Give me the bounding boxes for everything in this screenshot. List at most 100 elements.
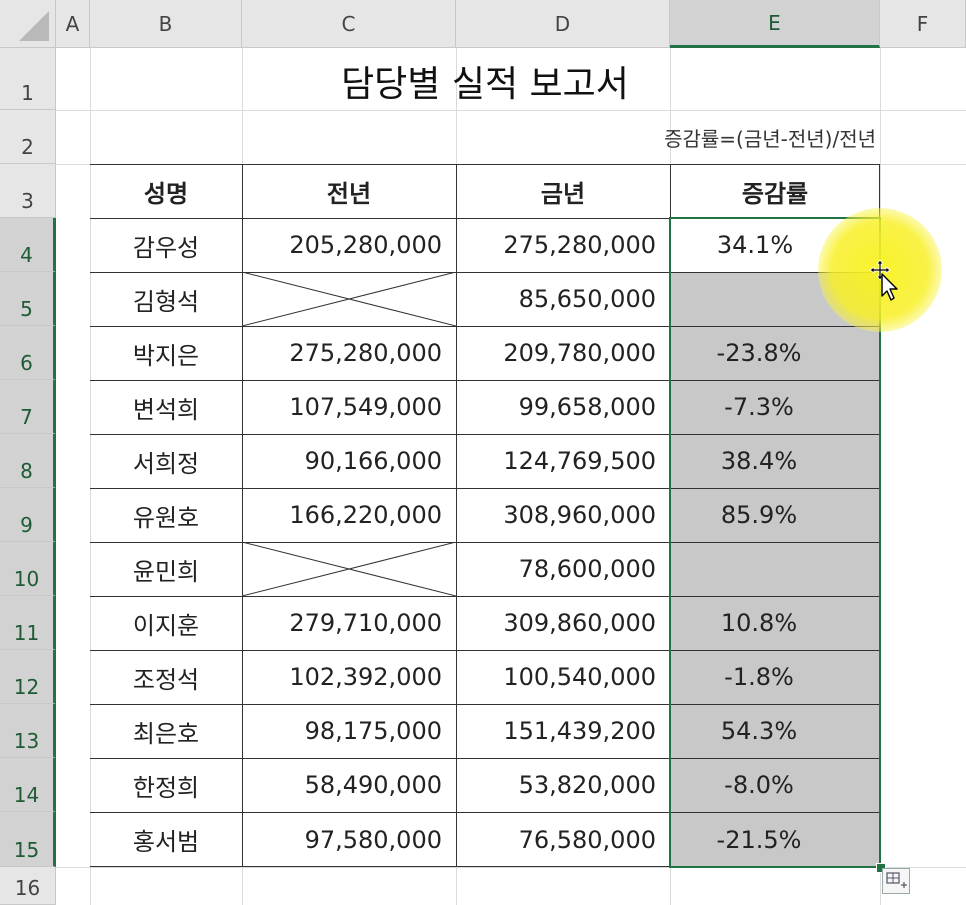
- diagonal-cross-c5: [242, 272, 456, 326]
- rate-cell[interactable]: 38.4%: [720, 447, 798, 475]
- rate-cell[interactable]: 10.8%: [720, 609, 798, 637]
- header-name[interactable]: 성명: [143, 179, 189, 208]
- row-header-13[interactable]: 13: [0, 704, 56, 758]
- row-header-1[interactable]: 1: [0, 48, 56, 110]
- rate-cell[interactable]: -23.8%: [716, 339, 802, 367]
- table-border: [90, 380, 880, 381]
- name-cell[interactable]: 감우성: [132, 233, 200, 262]
- prev-cell[interactable]: 98,175,000: [304, 717, 442, 745]
- row-header-12[interactable]: 12: [0, 650, 56, 704]
- name-cell[interactable]: 서희정: [132, 449, 200, 478]
- selection-fill: [670, 272, 880, 867]
- header-rate[interactable]: 증감률: [741, 179, 809, 208]
- rate-cell[interactable]: -8.0%: [724, 771, 794, 799]
- prev-cell[interactable]: 166,220,000: [289, 501, 442, 529]
- rate-cell[interactable]: 85.9%: [720, 501, 798, 529]
- prev-cell[interactable]: 97,580,000: [304, 825, 442, 854]
- gridline: [90, 48, 91, 905]
- diagonal-cross-c10: [242, 542, 456, 596]
- column-header-f[interactable]: F: [880, 0, 966, 48]
- curr-cell[interactable]: 209,780,000: [503, 339, 656, 367]
- row-header-2[interactable]: 2: [0, 110, 56, 164]
- selection-border[interactable]: [669, 217, 881, 868]
- table-border: [90, 704, 880, 705]
- row-header-3[interactable]: 3: [0, 164, 56, 218]
- curr-cell[interactable]: 99,658,000: [518, 393, 656, 421]
- quick-analysis-icon: [886, 872, 907, 888]
- select-all-button[interactable]: [0, 0, 56, 48]
- rate-cell-active[interactable]: 34.1%: [716, 231, 794, 259]
- prev-cell[interactable]: 275,280,000: [289, 339, 442, 367]
- table-border: [90, 758, 880, 759]
- curr-cell[interactable]: 124,769,500: [503, 447, 656, 475]
- table-border: [90, 434, 880, 435]
- name-cell[interactable]: 변석희: [132, 395, 200, 424]
- table-border: [242, 164, 243, 867]
- row-header-10[interactable]: 10: [0, 542, 56, 596]
- column-header-a[interactable]: A: [56, 0, 90, 48]
- table-border: [90, 272, 880, 273]
- table-border: [90, 866, 880, 867]
- name-cell[interactable]: 김형석: [132, 287, 200, 316]
- table-border: [90, 488, 880, 489]
- table-border: [90, 542, 880, 543]
- row-header-8[interactable]: 8: [0, 434, 56, 488]
- prev-cell[interactable]: 205,280,000: [289, 231, 442, 259]
- rate-cell[interactable]: 54.3%: [720, 717, 798, 745]
- select-all-icon: [19, 11, 49, 41]
- curr-cell[interactable]: 85,650,000: [518, 285, 656, 313]
- curr-cell[interactable]: 151,439,200: [503, 717, 656, 745]
- rate-cell[interactable]: -1.8%: [724, 663, 794, 691]
- row-header-4[interactable]: 4: [0, 218, 56, 272]
- curr-cell[interactable]: 309,860,000: [503, 609, 656, 637]
- curr-cell[interactable]: 100,540,000: [503, 663, 656, 691]
- prev-cell[interactable]: 90,166,000: [304, 447, 442, 475]
- prev-cell[interactable]: [242, 542, 456, 596]
- prev-cell[interactable]: 279,710,000: [289, 609, 442, 637]
- name-cell[interactable]: 조정석: [132, 665, 200, 694]
- table-border: [90, 218, 880, 219]
- name-cell[interactable]: 한정희: [132, 773, 200, 802]
- row-header-6[interactable]: 6: [0, 326, 56, 380]
- table-border: [90, 812, 880, 813]
- column-header-d[interactable]: D: [456, 0, 670, 48]
- table-border: [456, 164, 457, 867]
- table-border: [90, 326, 880, 327]
- name-cell[interactable]: 최은호: [132, 719, 200, 748]
- curr-cell[interactable]: 308,960,000: [503, 501, 656, 529]
- header-prev[interactable]: 전년: [326, 179, 372, 208]
- row-header-16[interactable]: 16: [0, 867, 56, 905]
- curr-cell[interactable]: 78,600,000: [518, 555, 656, 583]
- prev-cell[interactable]: 58,490,000: [304, 771, 442, 799]
- name-cell[interactable]: 박지은: [132, 341, 200, 370]
- formula-note[interactable]: 증감률=(금년-전년)/전년: [664, 126, 876, 151]
- row-header-11[interactable]: 11: [0, 596, 56, 650]
- move-cursor-icon: [869, 259, 898, 301]
- name-cell[interactable]: 홍서범: [132, 828, 200, 856]
- report-title[interactable]: 담당별 실적 보고서: [341, 64, 629, 105]
- gridline: [56, 867, 966, 868]
- rate-cell[interactable]: -21.5%: [716, 825, 802, 854]
- row-header-7[interactable]: 7: [0, 380, 56, 434]
- column-header-c[interactable]: C: [242, 0, 456, 48]
- rate-cell[interactable]: -7.3%: [724, 393, 794, 421]
- row-header-9[interactable]: 9: [0, 488, 56, 542]
- row-header-5[interactable]: 5: [0, 272, 56, 326]
- name-cell[interactable]: 유원호: [132, 503, 200, 532]
- column-header-e[interactable]: E: [670, 0, 880, 48]
- name-cell[interactable]: 이지훈: [132, 611, 200, 640]
- prev-cell[interactable]: 107,549,000: [289, 393, 442, 421]
- row-header-15[interactable]: 15: [0, 812, 56, 867]
- quick-analysis-button[interactable]: [882, 868, 910, 894]
- curr-cell[interactable]: 76,580,000: [518, 825, 656, 854]
- prev-cell[interactable]: [242, 272, 456, 326]
- curr-cell[interactable]: 53,820,000: [518, 771, 656, 799]
- column-header-b[interactable]: B: [90, 0, 242, 48]
- name-cell[interactable]: 윤민희: [132, 557, 200, 586]
- header-curr[interactable]: 금년: [540, 179, 586, 208]
- table-border: [90, 164, 880, 165]
- row-header-14[interactable]: 14: [0, 758, 56, 812]
- curr-cell[interactable]: 275,280,000: [503, 231, 656, 259]
- prev-cell[interactable]: 102,392,000: [289, 663, 442, 691]
